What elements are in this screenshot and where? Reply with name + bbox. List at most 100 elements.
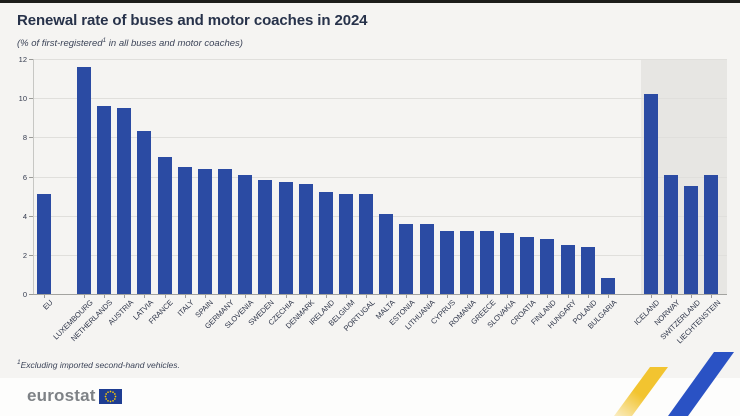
bar-slovenia [238,174,253,294]
y-axis-label: 6 [22,172,27,182]
x-axis-tick [406,295,408,298]
y-axis-tick [29,254,33,256]
x-axis-tick [366,295,368,298]
x-axis-tick [325,295,327,298]
x-axis-tick [84,295,85,298]
x-axis-tick [426,295,428,298]
bar-estonia [399,223,414,294]
bar-norway [664,174,679,294]
x-axis-tick [44,295,45,298]
x-axis-tick [567,295,569,298]
x-axis-label-eu: EU [40,298,55,312]
bar-poland [580,247,595,294]
top-border [0,0,740,3]
y-axis-label: 12 [18,55,27,64]
subtitle-superscript: 1 [102,37,107,44]
y-axis-tick [29,98,33,100]
bar-malta [379,213,394,294]
x-axis-tick [345,295,347,298]
chart-subtitle: (% of first-registered1 in all buses and… [17,37,243,49]
bar-iceland [644,94,658,294]
x-axis-tick [487,295,488,298]
x-axis-tick [144,295,146,298]
bar-czechia [278,182,293,294]
bar-lithuania [419,223,434,294]
x-axis-tick [245,295,247,298]
footnote-superscript: 1 [17,359,21,366]
y-axis-label: 10 [18,94,27,104]
bar-spain [197,168,212,294]
y-axis-label: 2 [22,250,27,260]
x-axis-tick [386,295,388,298]
eurostat-logo: eurostat [27,386,122,406]
x-axis-tick [204,295,206,298]
x-axis-tick [225,295,227,298]
chart-subtitle-text: (% of first-registered [17,38,103,50]
x-axis-tick [607,295,609,298]
bar-denmark [298,184,313,294]
y-axis-label: 4 [22,211,27,221]
y-axis-tick [29,215,33,217]
x-axis-tick [651,295,652,298]
footnote-text: Excluding imported second-hand vehicles. [20,359,180,370]
bar-latvia [137,131,152,294]
x-axis-tick [507,295,509,298]
x-axis-tick [164,295,166,298]
bar-sweden [258,180,273,294]
bar-liechtenstein [704,174,719,294]
y-axis-label: 8 [22,133,27,143]
x-axis-tick [691,295,693,298]
bar-romania [459,231,474,294]
bar-austria [117,107,132,294]
x-axis-tick [466,295,468,298]
bar-italy [177,166,192,294]
chart-title: Renewal rate of buses and motor coaches … [17,12,368,29]
bar-hungary [560,245,575,294]
x-axis-label-italy: ITALY [175,298,196,318]
y-axis-tick [29,176,33,178]
x-axis-tick [305,295,307,298]
bar-germany [218,168,233,294]
eurostat-logo-text: eurostat [27,386,96,405]
x-axis-tick [124,295,126,298]
bar-portugal [359,194,374,294]
bar-slovakia [500,233,515,294]
bar-france [157,156,172,294]
y-axis-line [33,59,34,294]
footnote: 1Excluding imported second-hand vehicles… [17,359,180,370]
x-axis-tick [711,295,713,298]
bar-greece [480,231,494,294]
x-axis-line [33,294,727,295]
bar-switzerland [684,186,699,294]
y-axis-label: 0 [22,290,27,299]
gridline-y-8 [33,137,727,139]
x-axis-tick [184,295,186,298]
bar-cyprus [439,231,454,294]
gridline-y-6 [33,176,727,178]
eu-flag-icon [98,388,122,404]
x-axis-tick [265,295,267,298]
bar-eu [37,194,51,294]
bar-bulgaria [600,278,615,294]
y-axis-tick [29,137,33,139]
x-axis-tick [104,295,106,298]
bar-croatia [520,237,535,294]
bar-belgium [338,194,353,294]
bar-luxembourg [77,66,91,294]
x-axis-tick [527,295,529,298]
y-axis-tick [29,294,33,295]
gridline-y-12 [33,59,727,60]
gridline-y-10 [33,98,727,100]
x-axis-tick [547,295,549,298]
x-axis-tick [587,295,589,298]
x-axis-tick [671,295,673,298]
x-axis-tick [285,295,287,298]
bar-finland [540,239,555,294]
chart-subtitle-text-2: in all buses and motor coaches) [106,38,243,50]
bar-ireland [318,192,333,294]
x-axis-tick [446,295,448,298]
y-axis-tick [29,59,33,60]
bar-netherlands [97,106,112,294]
